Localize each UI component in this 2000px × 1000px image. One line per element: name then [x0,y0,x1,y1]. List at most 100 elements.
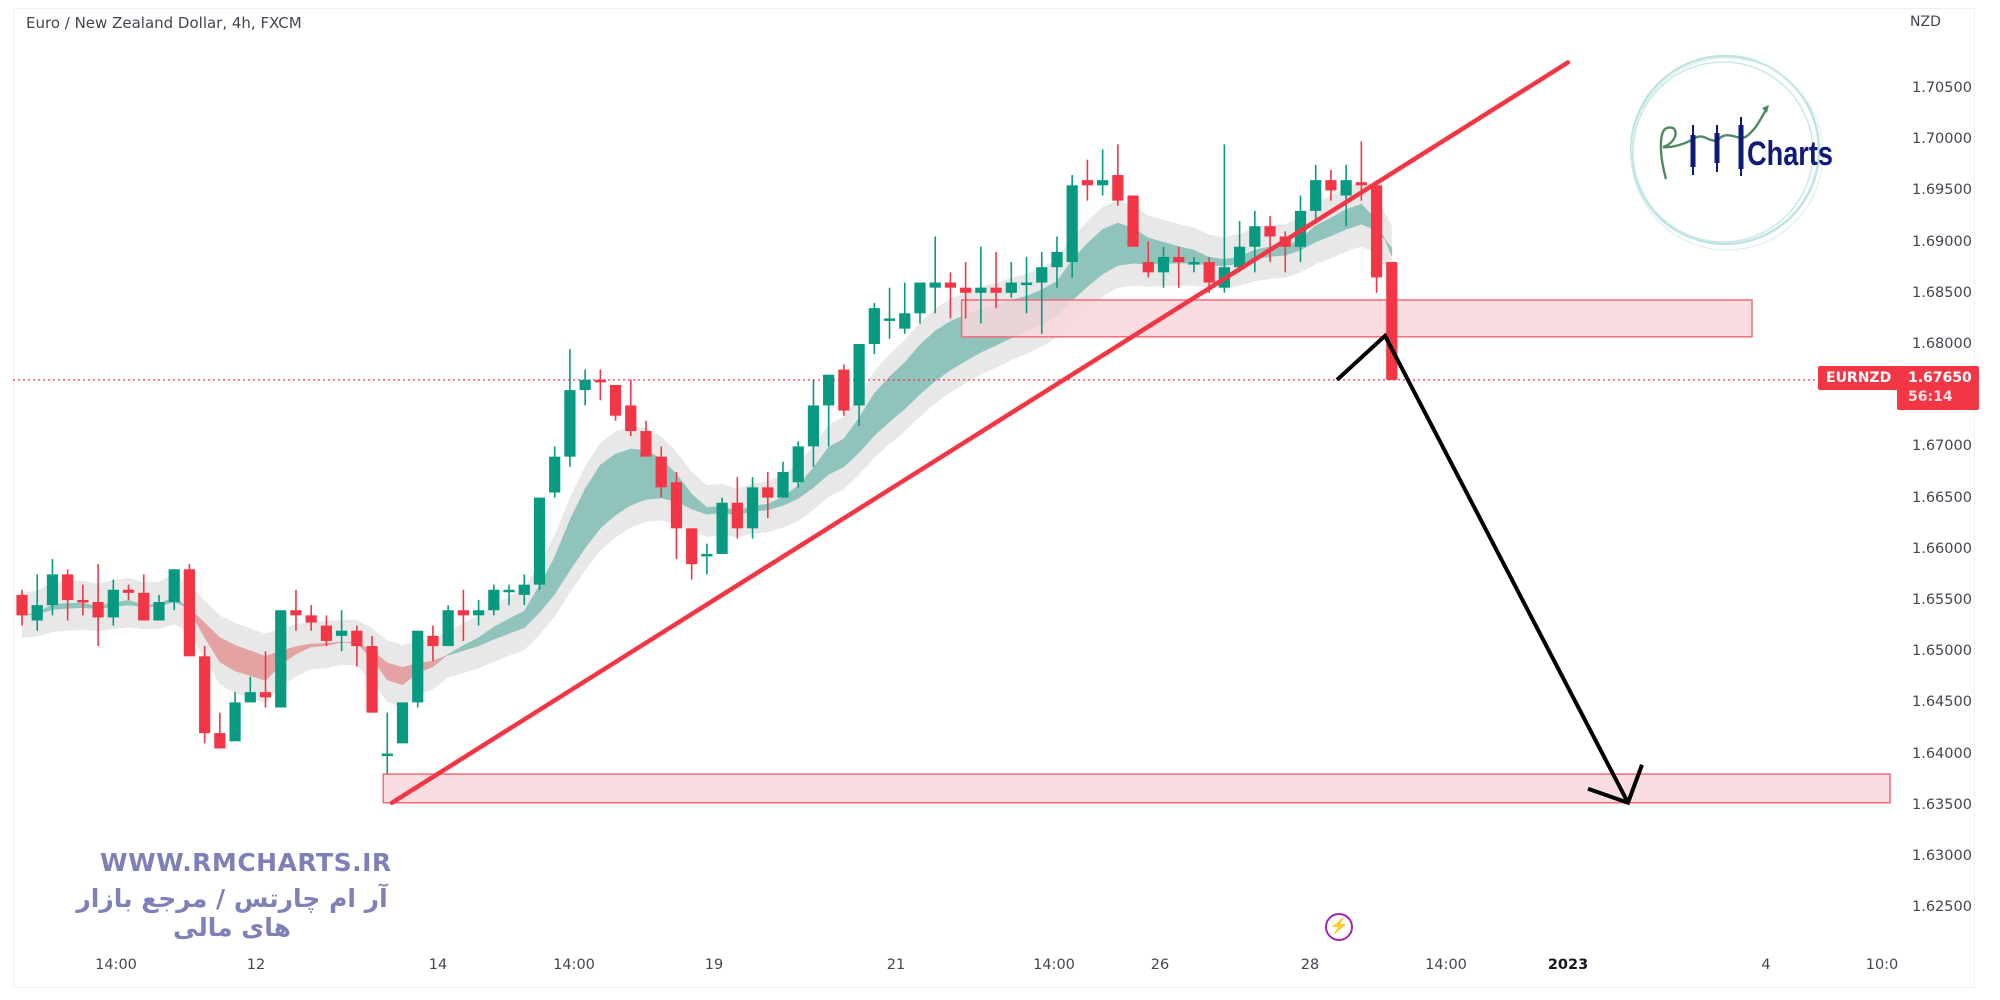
candle [655,446,667,498]
ascending-trendline[interactable] [389,60,1571,806]
candle [960,262,972,319]
candle [1142,241,1154,278]
ma-ribbon-segment [630,448,647,506]
candle [107,579,119,626]
candle [16,589,28,626]
time-tick-label: 2023 [1547,957,1589,973]
price-tick-label: 1.65500 [1912,592,1972,608]
candle [153,594,165,621]
time-tick-label: 14:00 [1425,957,1467,973]
candle [731,477,743,539]
chart-title: Euro / New Zealand Dollar, 4h, FXCM [26,14,302,32]
candle [229,692,241,742]
candle [549,446,561,498]
candle [853,344,865,426]
candle [1310,164,1322,222]
candle [77,584,89,616]
candle [1386,262,1398,380]
candle [1234,221,1246,273]
candle [899,282,911,334]
candle [31,574,43,631]
logo-text: Charts [1747,135,1833,173]
candle [883,287,896,339]
candle [275,610,287,708]
candle [518,574,530,606]
price-tick-label: 1.66000 [1912,540,1972,557]
ma-ribbon-segment [615,448,632,516]
candle [1173,246,1185,288]
candle [1340,164,1352,227]
price-tick-label: 1.66500 [1912,489,1972,506]
price-tick-label: 1.63000 [1912,848,1972,864]
candle [92,564,104,647]
price-tick-label: 1.68000 [1912,336,1972,352]
candle [777,461,789,498]
symbol-price-tag: EURNZD [1818,366,1900,390]
candle [975,246,987,324]
time-tick-label: 26 [1150,957,1170,973]
supply-demand-zones [382,299,1891,804]
candle [1066,175,1078,278]
projection-arrow[interactable] [1335,332,1644,806]
price-tick-label: 1.69500 [1912,182,1972,199]
candle [199,646,211,744]
price-tick-label: 1.65000 [1912,643,1972,660]
candle [746,477,759,539]
time-tick-label: 19 [704,957,724,973]
candle [305,605,317,631]
candle [412,630,424,708]
price-tick-label: 1.70000 [1912,131,1972,148]
candle [1264,216,1276,263]
candle [625,379,637,437]
time-tick-label: 28 [1300,957,1320,973]
ma-ribbon-segment [67,602,84,609]
candle [1112,144,1124,206]
candle [503,584,515,606]
arrowhead-icon [1587,764,1644,806]
candle [762,472,774,519]
candle [716,497,728,554]
price-tick-label: 1.62500 [1912,899,1972,916]
time-tick-label: 10:0 [1865,957,1899,973]
lightning-event-icon[interactable]: ⚡ [1325,913,1353,941]
candle [1081,159,1093,201]
resistance-zone[interactable] [960,299,1753,338]
last-price-tag: 1.67650 56:14 [1897,366,1979,410]
currency-label: NZD [1910,14,1941,30]
target-zone[interactable] [382,773,1891,804]
candle [62,569,74,621]
price-tick-label: 1.68500 [1912,284,1972,301]
candle [823,374,835,447]
candle [914,282,926,324]
candlesticks [16,141,1398,775]
candle [1370,180,1383,293]
candle [533,497,546,590]
candle [122,584,135,600]
rmcharts-logo: Charts [1629,54,1833,251]
candle [1188,256,1200,273]
candle [1325,169,1337,201]
candle [168,569,180,611]
candle [564,349,576,467]
time-tick-label: 14 [428,957,448,973]
candle [1051,236,1063,288]
candle [488,584,500,616]
ma-ribbon-segment [234,644,251,677]
time-tick-label: 4 [1761,957,1771,973]
bar-countdown: 56:14 [1908,389,1953,405]
candle [579,369,591,406]
candle [1005,262,1017,298]
candle [929,236,941,314]
moving-average-bands [21,181,1393,708]
candle [183,564,196,657]
price-tick-label: 1.64000 [1912,745,1972,762]
candle [640,420,652,457]
last-price-value: 1.67650 [1908,370,1972,386]
time-tick-label: 14:00 [95,957,137,973]
ma-ribbon-segment [1102,222,1119,275]
candle [1097,149,1109,196]
candle [594,369,606,401]
candle [868,303,880,355]
candle [457,589,469,641]
